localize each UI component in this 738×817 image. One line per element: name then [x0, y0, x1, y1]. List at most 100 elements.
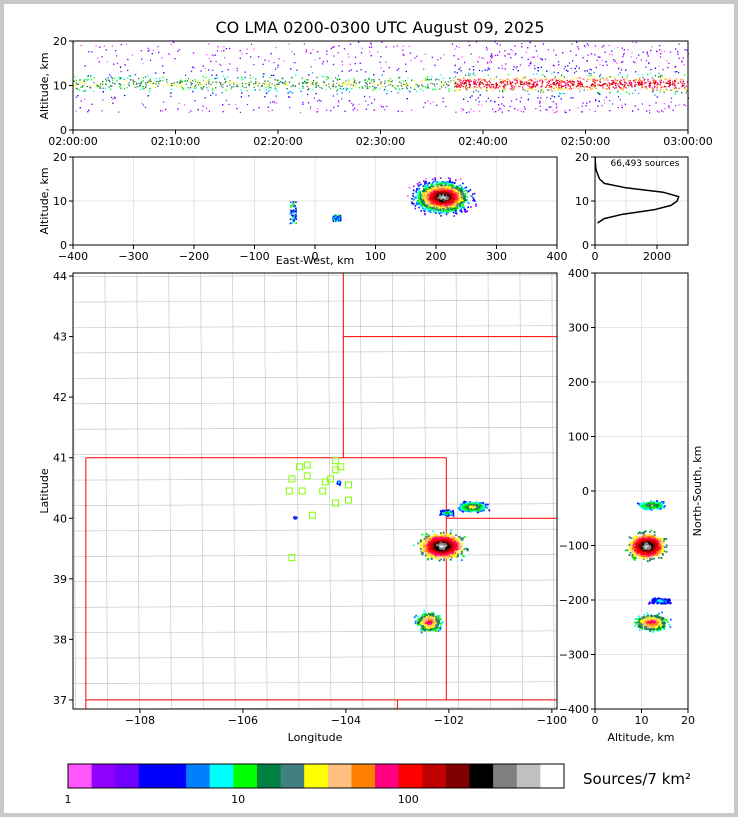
time-height-source: [542, 90, 544, 92]
time-height-source: [624, 84, 626, 86]
time-height-source: [260, 85, 263, 87]
time-height-source: [560, 84, 562, 86]
time-height-source: [155, 72, 157, 74]
ew-source: [292, 201, 295, 203]
time-height-source: [222, 86, 224, 88]
time-height-source: [317, 100, 319, 102]
time-height-source: [104, 83, 107, 85]
ew-source: [295, 211, 297, 213]
time-height-source: [432, 89, 434, 91]
time-height-source: [483, 57, 485, 60]
time-height-source: [273, 74, 275, 76]
time-height-source: [224, 78, 226, 80]
time-height-source: [212, 92, 214, 94]
time-height-source: [355, 82, 357, 84]
time-height-source: [519, 101, 521, 103]
time-height-source: [555, 79, 557, 81]
time-height-source: [120, 84, 122, 86]
time-height-source: [181, 81, 183, 83]
time-height-source: [675, 90, 677, 92]
time-height-source: [535, 73, 538, 75]
time-height-source: [611, 50, 613, 52]
time-height-source: [485, 84, 487, 86]
time-height-source: [473, 81, 475, 83]
time-height-xtick: 02:40:00: [458, 135, 507, 148]
time-height-source: [479, 94, 481, 96]
ew-source: [470, 195, 472, 197]
time-height-source: [420, 60, 422, 62]
time-height-source: [267, 87, 269, 89]
time-height-source: [612, 86, 614, 88]
time-height-source: [405, 82, 407, 84]
figure-title: CO LMA 0200-0300 UTC August 09, 2025: [215, 18, 544, 37]
time-height-source: [278, 82, 280, 84]
time-height-source: [73, 85, 75, 87]
time-height-source: [414, 88, 416, 90]
time-height-source: [189, 80, 191, 82]
ew-source: [294, 217, 297, 219]
time-height-source: [478, 56, 480, 58]
time-height-source: [453, 80, 455, 82]
time-height-source: [579, 80, 582, 83]
time-height-source: [672, 82, 674, 84]
time-height-source: [127, 69, 129, 71]
time-height-source: [614, 84, 616, 86]
time-height-source: [123, 88, 125, 90]
time-height-source: [166, 79, 168, 81]
time-height-source: [614, 87, 616, 89]
time-height-source: [560, 80, 562, 82]
time-height-source: [427, 84, 429, 86]
time-height-source: [622, 84, 624, 86]
time-height-source: [439, 88, 441, 90]
time-height-source: [659, 84, 661, 86]
time-height-source: [650, 72, 652, 74]
time-height-source: [492, 86, 494, 88]
time-height-source: [481, 70, 483, 72]
ew-source: [430, 183, 432, 185]
time-height-source: [404, 84, 406, 86]
time-height-source: [506, 78, 508, 80]
time-height-source: [619, 72, 621, 74]
time-height-source: [93, 77, 95, 79]
time-height-source: [304, 81, 306, 83]
time-height-source: [583, 45, 586, 47]
time-height-source: [675, 65, 677, 67]
time-height-source: [347, 88, 350, 90]
time-height-source: [560, 93, 562, 95]
time-height-source: [200, 70, 202, 72]
time-height-source: [430, 82, 432, 85]
time-height-source: [668, 105, 670, 107]
time-height-source: [599, 81, 601, 83]
time-height-source: [584, 70, 586, 72]
time-height-source: [112, 79, 114, 81]
time-height-source: [499, 85, 501, 87]
time-height-source: [345, 87, 347, 89]
ew-source: [425, 182, 427, 184]
time-height-source: [107, 77, 109, 79]
time-height-source: [232, 86, 235, 88]
time-height-source: [488, 80, 490, 82]
time-height-source: [442, 101, 444, 103]
time-height-source: [248, 84, 250, 86]
time-height-source: [317, 85, 319, 87]
time-height-source: [338, 85, 340, 87]
time-height-source: [674, 93, 676, 95]
time-height-source: [578, 77, 580, 79]
time-height-source: [580, 83, 582, 85]
time-height-source: [250, 56, 252, 58]
time-height-source: [621, 47, 623, 49]
time-height-source: [645, 87, 648, 89]
time-height-source: [630, 81, 632, 84]
time-height-source: [379, 82, 381, 84]
time-height-source: [328, 86, 330, 88]
time-height-source: [321, 75, 323, 77]
time-height-source: [445, 105, 447, 108]
time-height-source: [580, 86, 582, 88]
ew-source: [295, 216, 297, 218]
ew-source: [294, 209, 296, 211]
time-height-source: [537, 90, 539, 92]
ew-source: [336, 216, 339, 219]
time-height-source: [566, 82, 568, 84]
time-height-source: [595, 100, 597, 102]
time-height-source: [126, 87, 128, 89]
